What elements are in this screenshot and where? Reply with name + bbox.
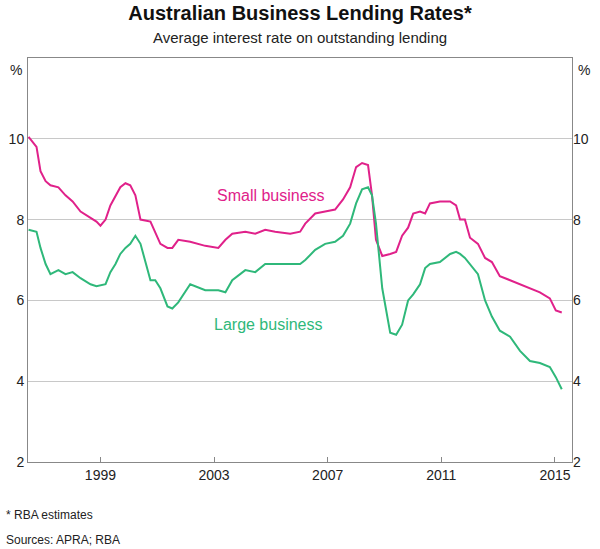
svg-text:4: 4 xyxy=(16,373,24,389)
svg-text:10: 10 xyxy=(9,131,25,147)
svg-text:2015: 2015 xyxy=(539,467,570,483)
svg-text:* RBA estimates: * RBA estimates xyxy=(6,508,93,522)
svg-text:Average interest rate on outst: Average interest rate on outstanding len… xyxy=(153,29,447,46)
svg-text:6: 6 xyxy=(573,292,581,308)
svg-text:2007: 2007 xyxy=(312,467,343,483)
svg-text:6: 6 xyxy=(16,292,24,308)
svg-text:Small business: Small business xyxy=(217,187,325,204)
svg-text:Sources: APRA; RBA: Sources: APRA; RBA xyxy=(6,533,120,547)
svg-text:%: % xyxy=(10,62,22,78)
svg-text:2011: 2011 xyxy=(426,467,456,483)
svg-text:2: 2 xyxy=(573,454,581,470)
svg-text:8: 8 xyxy=(573,212,581,228)
svg-text:10: 10 xyxy=(573,131,589,147)
svg-text:2: 2 xyxy=(16,454,24,470)
svg-text:4: 4 xyxy=(573,373,581,389)
svg-text:Large business: Large business xyxy=(214,316,323,333)
svg-text:Australian Business Lending Ra: Australian Business Lending Rates* xyxy=(128,2,472,24)
svg-text:8: 8 xyxy=(16,212,24,228)
svg-text:1999: 1999 xyxy=(85,467,116,483)
svg-text:2003: 2003 xyxy=(198,467,229,483)
svg-text:%: % xyxy=(578,62,590,78)
